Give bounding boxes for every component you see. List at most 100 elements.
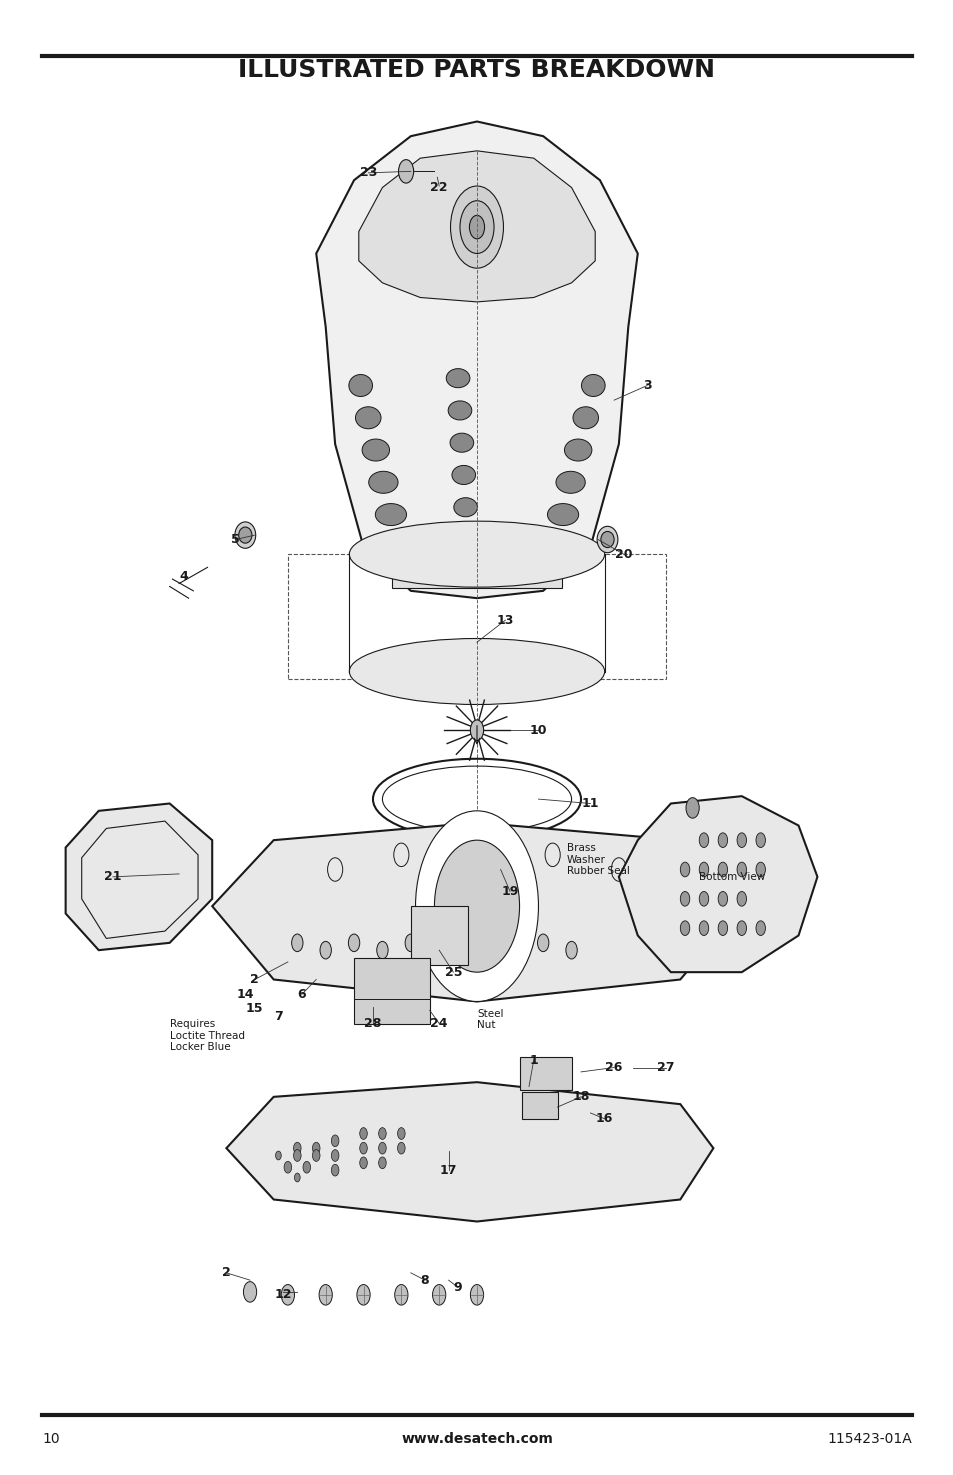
- Bar: [354, 957, 429, 1024]
- Polygon shape: [358, 150, 595, 302]
- Circle shape: [294, 1149, 301, 1161]
- Text: Bottom View: Bottom View: [699, 872, 764, 882]
- Circle shape: [679, 920, 689, 935]
- Circle shape: [718, 863, 727, 876]
- Circle shape: [699, 863, 708, 876]
- Ellipse shape: [538, 535, 572, 558]
- Text: Steel
Nut: Steel Nut: [476, 1009, 503, 1031]
- Ellipse shape: [234, 522, 255, 549]
- Ellipse shape: [581, 375, 604, 397]
- Circle shape: [243, 1282, 256, 1302]
- Text: 9: 9: [454, 1280, 462, 1294]
- Text: 20: 20: [614, 547, 632, 560]
- Ellipse shape: [452, 466, 476, 484]
- Text: 22: 22: [430, 181, 448, 195]
- Bar: [522, 1093, 558, 1120]
- Ellipse shape: [564, 440, 591, 462]
- Circle shape: [737, 920, 746, 935]
- Polygon shape: [212, 823, 741, 1002]
- Bar: [288, 555, 665, 678]
- Circle shape: [470, 720, 483, 740]
- Circle shape: [510, 546, 529, 575]
- Ellipse shape: [600, 531, 614, 547]
- Circle shape: [737, 833, 746, 848]
- Circle shape: [359, 1142, 367, 1153]
- Circle shape: [737, 891, 746, 906]
- Circle shape: [755, 920, 764, 935]
- Polygon shape: [618, 796, 817, 972]
- Circle shape: [424, 546, 443, 575]
- Text: ILLUSTRATED PARTS BREAKDOWN: ILLUSTRATED PARTS BREAKDOWN: [238, 58, 715, 83]
- Text: 2: 2: [250, 974, 259, 985]
- Circle shape: [679, 863, 689, 876]
- Ellipse shape: [446, 369, 470, 388]
- Circle shape: [699, 920, 708, 935]
- Circle shape: [359, 1156, 367, 1168]
- Text: 18: 18: [572, 1090, 589, 1103]
- Ellipse shape: [349, 639, 604, 705]
- Circle shape: [432, 1285, 445, 1305]
- Text: 14: 14: [236, 988, 253, 1000]
- Text: 13: 13: [497, 614, 514, 627]
- Text: Brass
Washer
Rubber Seal: Brass Washer Rubber Seal: [566, 844, 629, 876]
- Circle shape: [470, 1285, 483, 1305]
- Circle shape: [405, 934, 416, 951]
- Text: 3: 3: [642, 379, 651, 392]
- Circle shape: [537, 934, 548, 951]
- Ellipse shape: [450, 434, 474, 453]
- Circle shape: [303, 1161, 311, 1173]
- Circle shape: [313, 1142, 319, 1153]
- Ellipse shape: [573, 407, 598, 429]
- Circle shape: [331, 1134, 338, 1146]
- Circle shape: [397, 1127, 405, 1139]
- Ellipse shape: [238, 527, 252, 543]
- Text: 27: 27: [657, 1061, 674, 1074]
- Circle shape: [718, 833, 727, 848]
- Text: 12: 12: [274, 1288, 292, 1301]
- Circle shape: [294, 1173, 300, 1181]
- Circle shape: [313, 1149, 319, 1161]
- Text: 11: 11: [581, 796, 598, 810]
- Polygon shape: [226, 1083, 713, 1221]
- Text: 2: 2: [222, 1267, 231, 1279]
- Ellipse shape: [362, 440, 389, 462]
- Circle shape: [378, 1156, 386, 1168]
- Ellipse shape: [369, 472, 397, 493]
- Circle shape: [685, 798, 699, 819]
- Ellipse shape: [375, 503, 406, 525]
- Ellipse shape: [597, 527, 618, 553]
- Ellipse shape: [355, 407, 380, 429]
- Ellipse shape: [556, 472, 584, 493]
- Text: 115423-01A: 115423-01A: [826, 1432, 911, 1446]
- Text: www.desatech.com: www.desatech.com: [400, 1432, 553, 1446]
- Circle shape: [284, 1161, 292, 1173]
- Text: 1: 1: [529, 1053, 537, 1066]
- Circle shape: [459, 201, 494, 254]
- Text: 4: 4: [179, 569, 188, 583]
- Ellipse shape: [547, 503, 578, 525]
- Bar: [392, 532, 561, 589]
- Text: 15: 15: [246, 1003, 263, 1015]
- Polygon shape: [315, 121, 638, 599]
- Text: 21: 21: [104, 870, 122, 884]
- Bar: [519, 1058, 571, 1090]
- Circle shape: [434, 841, 519, 972]
- Ellipse shape: [381, 535, 415, 558]
- Circle shape: [395, 1285, 408, 1305]
- Circle shape: [275, 1150, 281, 1159]
- Circle shape: [565, 941, 577, 959]
- Text: 8: 8: [420, 1274, 429, 1286]
- Circle shape: [450, 186, 503, 268]
- Circle shape: [755, 863, 764, 876]
- Circle shape: [397, 1142, 405, 1153]
- Circle shape: [281, 1285, 294, 1305]
- Polygon shape: [66, 804, 212, 950]
- Circle shape: [376, 941, 388, 959]
- Text: Requires
Loctite Thread
Locker Blue: Requires Loctite Thread Locker Blue: [170, 1019, 244, 1052]
- Circle shape: [294, 1142, 301, 1153]
- Circle shape: [292, 934, 303, 951]
- Ellipse shape: [454, 497, 476, 516]
- Circle shape: [416, 811, 537, 1002]
- Circle shape: [699, 891, 708, 906]
- Text: 10: 10: [42, 1432, 59, 1446]
